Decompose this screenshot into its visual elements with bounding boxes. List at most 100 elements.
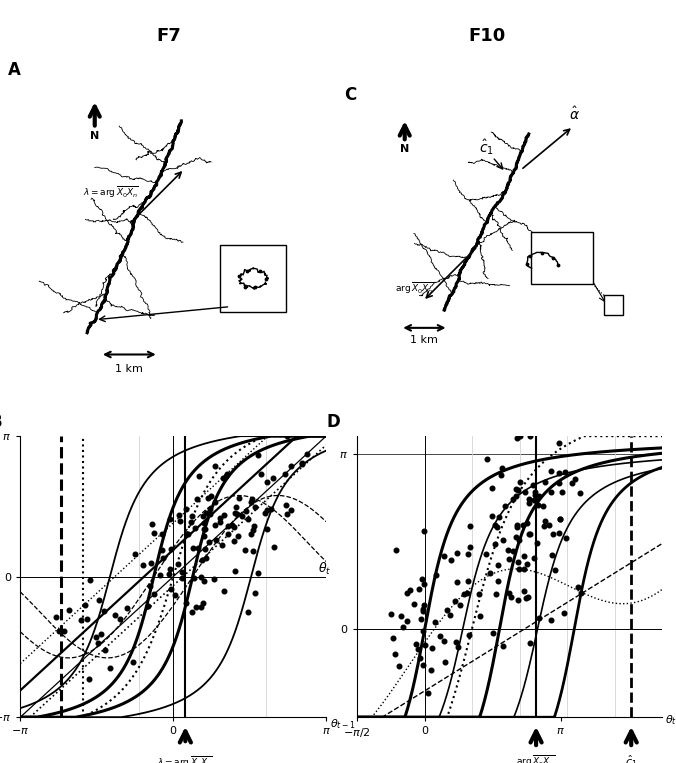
Point — [253, 567, 264, 579]
Point — [430, 616, 441, 628]
Point — [268, 472, 279, 484]
Point — [481, 548, 491, 560]
Point — [567, 478, 578, 490]
Point — [402, 587, 413, 599]
Point — [121, 601, 132, 613]
Text: $\hat{c}_1$: $\hat{c}_1$ — [625, 754, 637, 763]
Point — [462, 548, 473, 560]
Point — [438, 635, 449, 647]
Point — [519, 549, 530, 562]
Point — [500, 500, 510, 512]
Point — [209, 573, 220, 585]
Point — [246, 493, 257, 505]
Point — [199, 575, 210, 588]
Point — [510, 483, 521, 495]
Point — [531, 537, 542, 549]
Point — [51, 611, 62, 623]
Point — [427, 642, 437, 654]
Point — [529, 494, 540, 506]
Text: N: N — [90, 131, 99, 141]
Point — [416, 573, 427, 585]
Point — [186, 516, 197, 528]
Point — [414, 652, 425, 664]
Point — [409, 597, 420, 610]
Point — [517, 519, 528, 531]
Point — [412, 643, 423, 655]
Point — [556, 486, 567, 498]
Point — [504, 552, 514, 565]
Text: $\arg\overline{X_0X_n}$: $\arg\overline{X_0X_n}$ — [516, 754, 556, 763]
Point — [490, 519, 501, 531]
Point — [221, 470, 232, 482]
Point — [442, 604, 453, 617]
Point — [455, 599, 466, 611]
Point — [218, 584, 229, 597]
Point — [554, 527, 564, 539]
Point — [522, 517, 533, 530]
Point — [248, 520, 259, 532]
Bar — [220, 246, 286, 312]
Point — [464, 629, 475, 641]
Point — [192, 492, 203, 504]
Point — [198, 517, 209, 529]
Point — [553, 477, 564, 489]
Point — [156, 529, 167, 541]
Point — [92, 636, 103, 649]
Point — [256, 468, 266, 481]
Point — [489, 538, 500, 550]
Point — [206, 491, 216, 503]
Point — [576, 588, 587, 600]
Point — [514, 476, 525, 488]
Point — [149, 526, 160, 539]
Point — [525, 637, 536, 649]
Point — [491, 588, 502, 600]
Point — [204, 507, 215, 520]
Point — [137, 559, 148, 571]
Point — [296, 459, 307, 471]
Point — [210, 496, 220, 508]
Point — [158, 552, 168, 564]
Point — [188, 542, 199, 554]
Point — [518, 584, 529, 597]
Point — [187, 510, 197, 522]
Text: N: N — [400, 144, 410, 154]
Point — [262, 523, 272, 535]
Point — [250, 587, 261, 599]
Point — [512, 520, 523, 532]
Point — [506, 591, 516, 603]
Point — [439, 656, 450, 668]
Point — [146, 557, 157, 569]
Point — [572, 581, 583, 594]
Point — [511, 531, 522, 543]
Point — [250, 501, 261, 513]
Point — [200, 552, 211, 564]
Point — [149, 588, 160, 600]
Point — [518, 562, 529, 575]
Point — [192, 542, 203, 554]
Point — [539, 520, 550, 532]
Point — [219, 509, 230, 521]
Point — [204, 503, 215, 515]
Point — [114, 613, 125, 625]
Text: $\theta_{t-1}$: $\theta_{t-1}$ — [665, 713, 676, 727]
Point — [570, 473, 581, 485]
Point — [512, 521, 523, 533]
Point — [503, 588, 514, 600]
Point — [462, 575, 473, 587]
Point — [511, 490, 522, 502]
Point — [540, 514, 551, 526]
Point — [548, 528, 558, 540]
Text: B: B — [0, 413, 2, 430]
Point — [513, 594, 524, 606]
Point — [198, 523, 209, 535]
Point — [154, 568, 165, 581]
Point — [475, 610, 485, 622]
Point — [215, 516, 226, 528]
Point — [240, 544, 251, 556]
Point — [210, 460, 220, 472]
Point — [540, 476, 551, 488]
Point — [391, 544, 402, 556]
Point — [559, 466, 570, 478]
Point — [247, 524, 258, 536]
Point — [222, 520, 233, 533]
